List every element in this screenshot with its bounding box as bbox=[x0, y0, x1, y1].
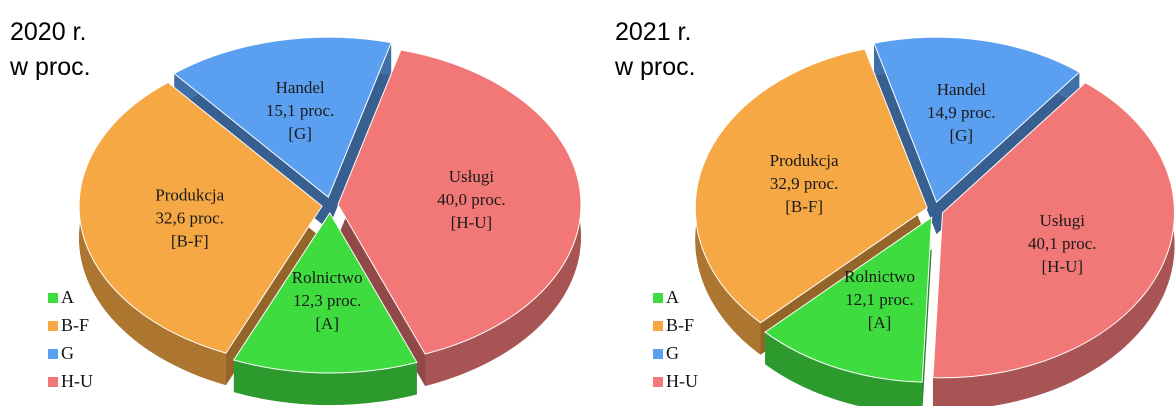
slice-value-label: 15,1 proc. bbox=[266, 101, 334, 120]
slice bbox=[337, 49, 582, 355]
legend-label: A bbox=[666, 287, 679, 307]
legend-swatch bbox=[48, 377, 58, 387]
slice bbox=[173, 36, 392, 198]
tops bbox=[78, 36, 582, 374]
chart-title: 2020 r. bbox=[10, 18, 86, 46]
chart-subtitle: w proc. bbox=[614, 53, 696, 81]
slice-value-label: 32,6 proc. bbox=[156, 208, 224, 227]
slice-value-label: 40,1 proc. bbox=[1028, 234, 1096, 253]
slice bbox=[932, 82, 1175, 379]
legend-label: A bbox=[61, 287, 74, 307]
legend-label: H-U bbox=[666, 371, 698, 391]
tops bbox=[694, 36, 1175, 383]
slice-name: Handel bbox=[937, 80, 986, 99]
slice-code: [G] bbox=[288, 124, 312, 143]
slice-name: Rolnictwo bbox=[844, 267, 915, 286]
slice bbox=[764, 216, 933, 383]
slice bbox=[873, 36, 1081, 204]
legend-label: G bbox=[61, 343, 74, 363]
slice-code: [G] bbox=[949, 126, 973, 145]
legend-swatch bbox=[653, 321, 663, 331]
slice-name: Usługi bbox=[449, 167, 495, 186]
slice-code: [B-F] bbox=[785, 197, 823, 216]
slice-rim bbox=[932, 82, 1175, 406]
slice-name: Handel bbox=[276, 78, 325, 97]
legend-swatch bbox=[653, 293, 663, 303]
legend-label: H-U bbox=[61, 371, 93, 391]
slice-code: [A] bbox=[315, 314, 339, 333]
slice bbox=[78, 81, 323, 354]
slice-rim bbox=[233, 359, 417, 405]
slice-code: [H-U] bbox=[1042, 257, 1084, 276]
legend-label: B-F bbox=[61, 315, 89, 335]
legend-swatch bbox=[48, 349, 58, 359]
chart-title: 2021 r. bbox=[615, 18, 691, 46]
slice-value-label: 12,1 proc. bbox=[845, 290, 913, 309]
legend-swatch bbox=[653, 377, 663, 387]
slice-rim bbox=[79, 82, 227, 386]
chart-subtitle: w proc. bbox=[9, 53, 91, 81]
slice-code: [B-F] bbox=[171, 231, 209, 250]
slice-value-label: 12,3 proc. bbox=[293, 291, 361, 310]
pie-chart: 2020 r. w proc. Usługi 40,0 proc. [H-U] Rolni… bbox=[9, 18, 582, 405]
legend-label: B-F bbox=[666, 315, 694, 335]
legend-swatch bbox=[653, 349, 663, 359]
slice-name: Produkcja bbox=[770, 151, 839, 170]
slice-name: Produkcja bbox=[155, 185, 224, 204]
slice-code: [A] bbox=[868, 313, 892, 332]
slice bbox=[694, 48, 928, 324]
legend-label: G bbox=[666, 343, 679, 363]
slice-value-label: 14,9 proc. bbox=[927, 103, 995, 122]
slice bbox=[233, 212, 418, 374]
legend-swatch bbox=[48, 321, 58, 331]
slice-name: Rolnictwo bbox=[292, 268, 363, 287]
slice-name: Usługi bbox=[1040, 211, 1086, 230]
pie-chart: 2021 r. w proc. Usługi 40,1 proc. [H-U] Rolni… bbox=[614, 18, 1175, 406]
slice-rim bbox=[765, 332, 923, 406]
legend-swatch bbox=[48, 293, 58, 303]
slice-value-label: 40,0 proc. bbox=[437, 190, 505, 209]
slice-value-label: 32,9 proc. bbox=[770, 174, 838, 193]
slice-code: [H-U] bbox=[451, 213, 493, 232]
